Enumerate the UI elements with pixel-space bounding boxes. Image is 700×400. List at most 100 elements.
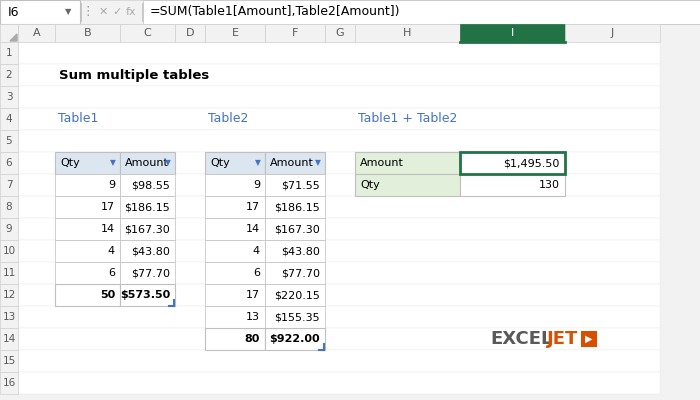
Text: $155.35: $155.35 [274, 312, 320, 322]
Polygon shape [10, 34, 17, 41]
Text: $98.55: $98.55 [131, 180, 170, 190]
Bar [18, 86, 660, 108]
Bar [460, 24, 565, 42]
Bar [0, 196, 18, 218]
Text: I6: I6 [8, 6, 20, 18]
Bar [265, 196, 325, 218]
Bar [18, 108, 660, 130]
Text: EXCEL: EXCEL [490, 330, 552, 348]
Text: 6: 6 [253, 268, 260, 278]
Text: Table1: Table1 [58, 112, 99, 126]
Text: 2: 2 [6, 70, 13, 80]
Bar [0, 64, 18, 86]
Text: 50: 50 [99, 290, 115, 300]
Text: 9: 9 [6, 224, 13, 234]
Bar [55, 174, 120, 196]
Bar [0, 262, 18, 284]
Text: $167.30: $167.30 [274, 224, 320, 234]
Text: ✕: ✕ [98, 7, 108, 17]
Text: 5: 5 [6, 136, 13, 146]
Bar [120, 24, 175, 42]
Text: 6: 6 [6, 158, 13, 168]
Bar [18, 130, 660, 152]
Bar [18, 262, 660, 284]
Bar [0, 24, 18, 42]
Text: $167.30: $167.30 [125, 224, 170, 234]
Bar [18, 372, 660, 394]
Text: ✓: ✓ [112, 7, 122, 17]
Bar [18, 306, 660, 328]
Text: 80: 80 [244, 334, 260, 344]
Bar [265, 152, 325, 174]
Bar [18, 64, 660, 86]
Bar [175, 24, 205, 42]
Bar [355, 174, 460, 196]
Text: Sum multiple tables: Sum multiple tables [59, 68, 209, 82]
Text: $186.15: $186.15 [125, 202, 170, 212]
Bar [120, 174, 175, 196]
Bar [205, 284, 265, 306]
Text: fx: fx [126, 7, 136, 17]
Bar [120, 152, 175, 174]
Text: 17: 17 [246, 290, 260, 300]
Text: $43.80: $43.80 [131, 246, 170, 256]
Text: 16: 16 [2, 378, 15, 388]
Text: $77.70: $77.70 [281, 268, 320, 278]
Text: I: I [511, 28, 514, 38]
Text: 12: 12 [2, 290, 15, 300]
Bar [143, 0, 700, 24]
Bar [0, 42, 18, 64]
Text: 10: 10 [2, 246, 15, 256]
Bar [0, 152, 18, 174]
Bar [120, 262, 175, 284]
Bar [18, 240, 660, 262]
Bar [55, 240, 120, 262]
Bar [205, 152, 265, 174]
Bar [460, 174, 565, 196]
Text: 1: 1 [6, 48, 13, 58]
Bar [265, 328, 325, 350]
Bar [205, 306, 265, 328]
Bar [18, 328, 660, 350]
Text: G: G [336, 28, 344, 38]
Bar [205, 240, 265, 262]
Bar [205, 24, 265, 42]
Text: 7: 7 [6, 180, 13, 190]
Text: ▼: ▼ [255, 158, 261, 168]
Bar [0, 86, 18, 108]
Text: C: C [144, 28, 151, 38]
Text: $1,495.50: $1,495.50 [503, 158, 560, 168]
Bar [55, 196, 120, 218]
Bar [18, 218, 660, 240]
Bar [0, 108, 18, 130]
Text: Qty: Qty [360, 180, 379, 190]
Bar [355, 152, 460, 174]
Text: 11: 11 [2, 268, 15, 278]
Text: Amount: Amount [125, 158, 169, 168]
Text: $43.80: $43.80 [281, 246, 320, 256]
Bar [120, 196, 175, 218]
Text: 4: 4 [253, 246, 260, 256]
Text: 4: 4 [108, 246, 115, 256]
Text: ▼: ▼ [165, 158, 171, 168]
Bar [18, 152, 660, 174]
Text: ▼: ▼ [110, 158, 116, 168]
Text: Qty: Qty [60, 158, 80, 168]
Text: 14: 14 [2, 334, 15, 344]
Text: 3: 3 [6, 92, 13, 102]
Bar [18, 174, 660, 196]
Text: =SUM(Table1[Amount],Table2[Amount]): =SUM(Table1[Amount],Table2[Amount]) [150, 6, 400, 18]
Text: Amount: Amount [270, 158, 314, 168]
Bar [0, 130, 18, 152]
Text: J: J [611, 28, 614, 38]
Bar [205, 218, 265, 240]
Text: 14: 14 [101, 224, 115, 234]
Bar [120, 218, 175, 240]
Text: 9: 9 [253, 180, 260, 190]
Text: E: E [232, 28, 239, 38]
Bar [0, 350, 18, 372]
Bar [55, 284, 120, 306]
Bar [142, 3, 143, 21]
Text: H: H [403, 28, 412, 38]
Text: A: A [33, 28, 41, 38]
